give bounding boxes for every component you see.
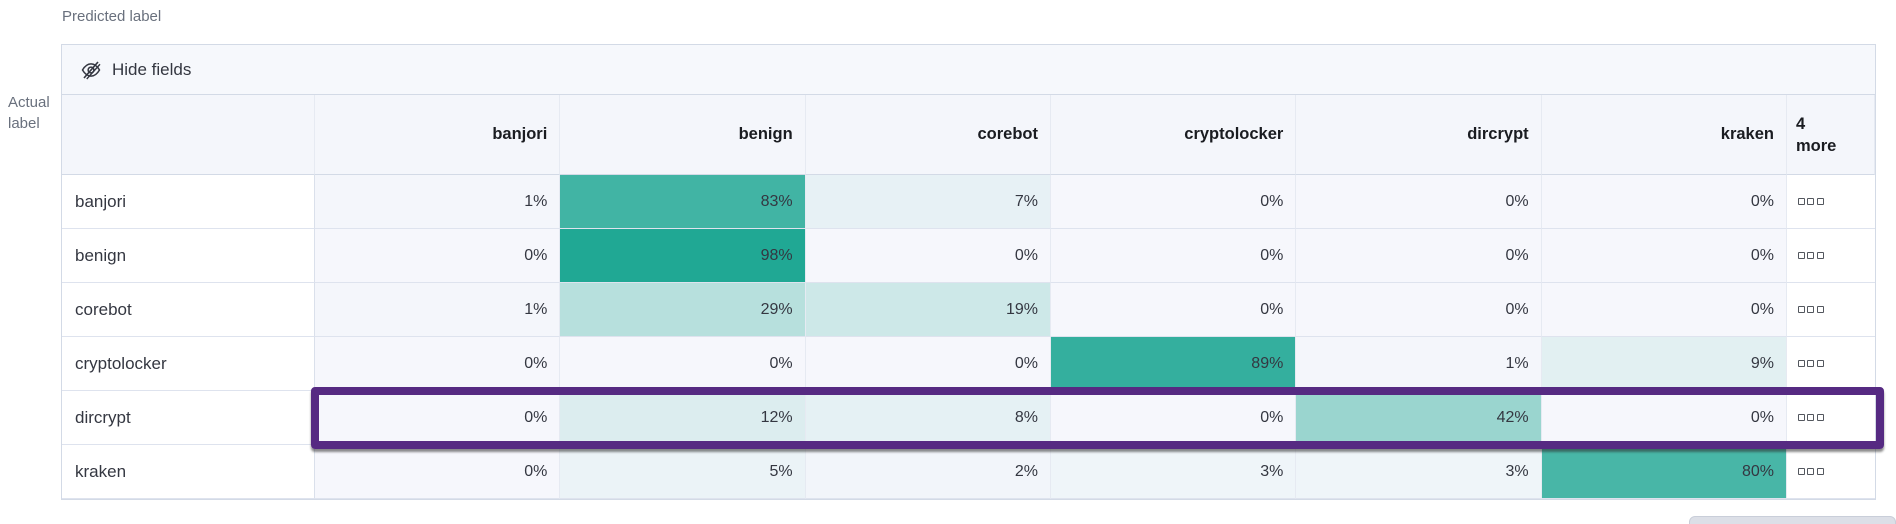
predicted-axis-label: Predicted label [62,8,162,25]
cell-corebot-benign[interactable]: 29% [560,283,806,337]
row-label-banjori[interactable]: banjori [62,175,315,229]
column-header-dircrypt[interactable]: dircrypt [1296,95,1542,175]
boxes-horizontal-icon [1797,306,1827,313]
cell-banjori-banjori[interactable]: 1% [315,175,561,229]
cell-dircrypt-cryptolocker[interactable]: 0% [1050,391,1297,445]
cell-kraken-dircrypt[interactable]: 3% [1296,445,1542,499]
boxes-horizontal-icon [1797,198,1827,205]
cell-corebot-cryptolocker[interactable]: 0% [1050,283,1297,337]
cell-cryptolocker-dircrypt[interactable]: 1% [1296,337,1542,391]
cell-benign-cryptolocker[interactable]: 0% [1050,229,1297,283]
cell-benign-kraken[interactable]: 0% [1541,229,1787,283]
row-actions-benign[interactable] [1786,229,1875,283]
column-header-banjori[interactable]: banjori [315,95,561,175]
actual-axis-label: Actual label [8,94,50,132]
cell-banjori-cryptolocker[interactable]: 0% [1050,175,1297,229]
cell-benign-benign[interactable]: 98% [560,229,806,283]
hide-fields-label: Hide fields [112,59,192,79]
row-label-benign[interactable]: benign [62,229,315,283]
row-actions-corebot[interactable] [1786,283,1875,337]
hide-fields-bar: Hide fields [62,45,1875,95]
column-header-cryptolocker[interactable]: cryptolocker [1050,95,1297,175]
header-corner-cell [62,95,315,175]
row-label-cryptolocker[interactable]: cryptolocker [62,337,315,391]
cell-dircrypt-benign[interactable]: 12% [560,391,806,445]
row-label-kraken[interactable]: kraken [62,445,315,499]
cell-cryptolocker-corebot[interactable]: 0% [805,337,1051,391]
cell-cryptolocker-benign[interactable]: 0% [560,337,806,391]
cell-corebot-kraken[interactable]: 0% [1541,283,1787,337]
cell-corebot-banjori[interactable]: 1% [315,283,561,337]
row-actions-banjori[interactable] [1786,175,1875,229]
boxes-horizontal-icon [1797,252,1827,259]
cell-cryptolocker-banjori[interactable]: 0% [315,337,561,391]
cell-benign-dircrypt[interactable]: 0% [1296,229,1542,283]
boxes-horizontal-icon [1797,414,1827,421]
cell-dircrypt-dircrypt[interactable]: 42% [1296,391,1542,445]
cell-banjori-benign[interactable]: 83% [560,175,806,229]
column-header-corebot[interactable]: corebot [805,95,1051,175]
boxes-horizontal-icon [1797,360,1827,367]
row-actions-dircrypt[interactable] [1786,391,1875,445]
row-label-corebot[interactable]: corebot [62,283,315,337]
confusion-matrix-grid: banjori benign corebot cryptolocker dircrypt… [62,95,1875,499]
hide-fields-button[interactable]: Hide fields [81,60,191,80]
cell-corebot-corebot[interactable]: 19% [805,283,1051,337]
more-columns-label: 4 more [1795,114,1837,155]
cell-corebot-dircrypt[interactable]: 0% [1296,283,1542,337]
boxes-horizontal-icon [1797,468,1827,475]
cell-banjori-dircrypt[interactable]: 0% [1296,175,1542,229]
cell-kraken-corebot[interactable]: 2% [805,445,1051,499]
cell-dircrypt-corebot[interactable]: 8% [805,391,1051,445]
cell-cryptolocker-cryptolocker[interactable]: 89% [1050,337,1297,391]
cell-kraken-banjori[interactable]: 0% [315,445,561,499]
cell-kraken-benign[interactable]: 5% [560,445,806,499]
cell-cryptolocker-kraken[interactable]: 9% [1541,337,1787,391]
cell-kraken-kraken[interactable]: 80% [1541,445,1787,499]
eye-slash-icon [81,60,101,80]
cell-benign-banjori[interactable]: 0% [315,229,561,283]
column-header-benign[interactable]: benign [560,95,806,175]
column-header-more[interactable]: 4 more [1786,95,1875,175]
cell-dircrypt-banjori[interactable]: 0% [315,391,561,445]
column-header-kraken[interactable]: kraken [1541,95,1787,175]
confusion-matrix-table: Hide fields banjori benign corebot cryptolo… [61,44,1876,500]
cell-benign-corebot[interactable]: 0% [805,229,1051,283]
horizontal-scrollbar[interactable] [1689,516,1896,524]
row-actions-kraken[interactable] [1786,445,1875,499]
cell-banjori-corebot[interactable]: 7% [805,175,1051,229]
cell-dircrypt-kraken[interactable]: 0% [1541,391,1787,445]
row-actions-cryptolocker[interactable] [1786,337,1875,391]
cell-kraken-cryptolocker[interactable]: 3% [1050,445,1297,499]
row-label-dircrypt[interactable]: dircrypt [62,391,315,445]
cell-banjori-kraken[interactable]: 0% [1541,175,1787,229]
